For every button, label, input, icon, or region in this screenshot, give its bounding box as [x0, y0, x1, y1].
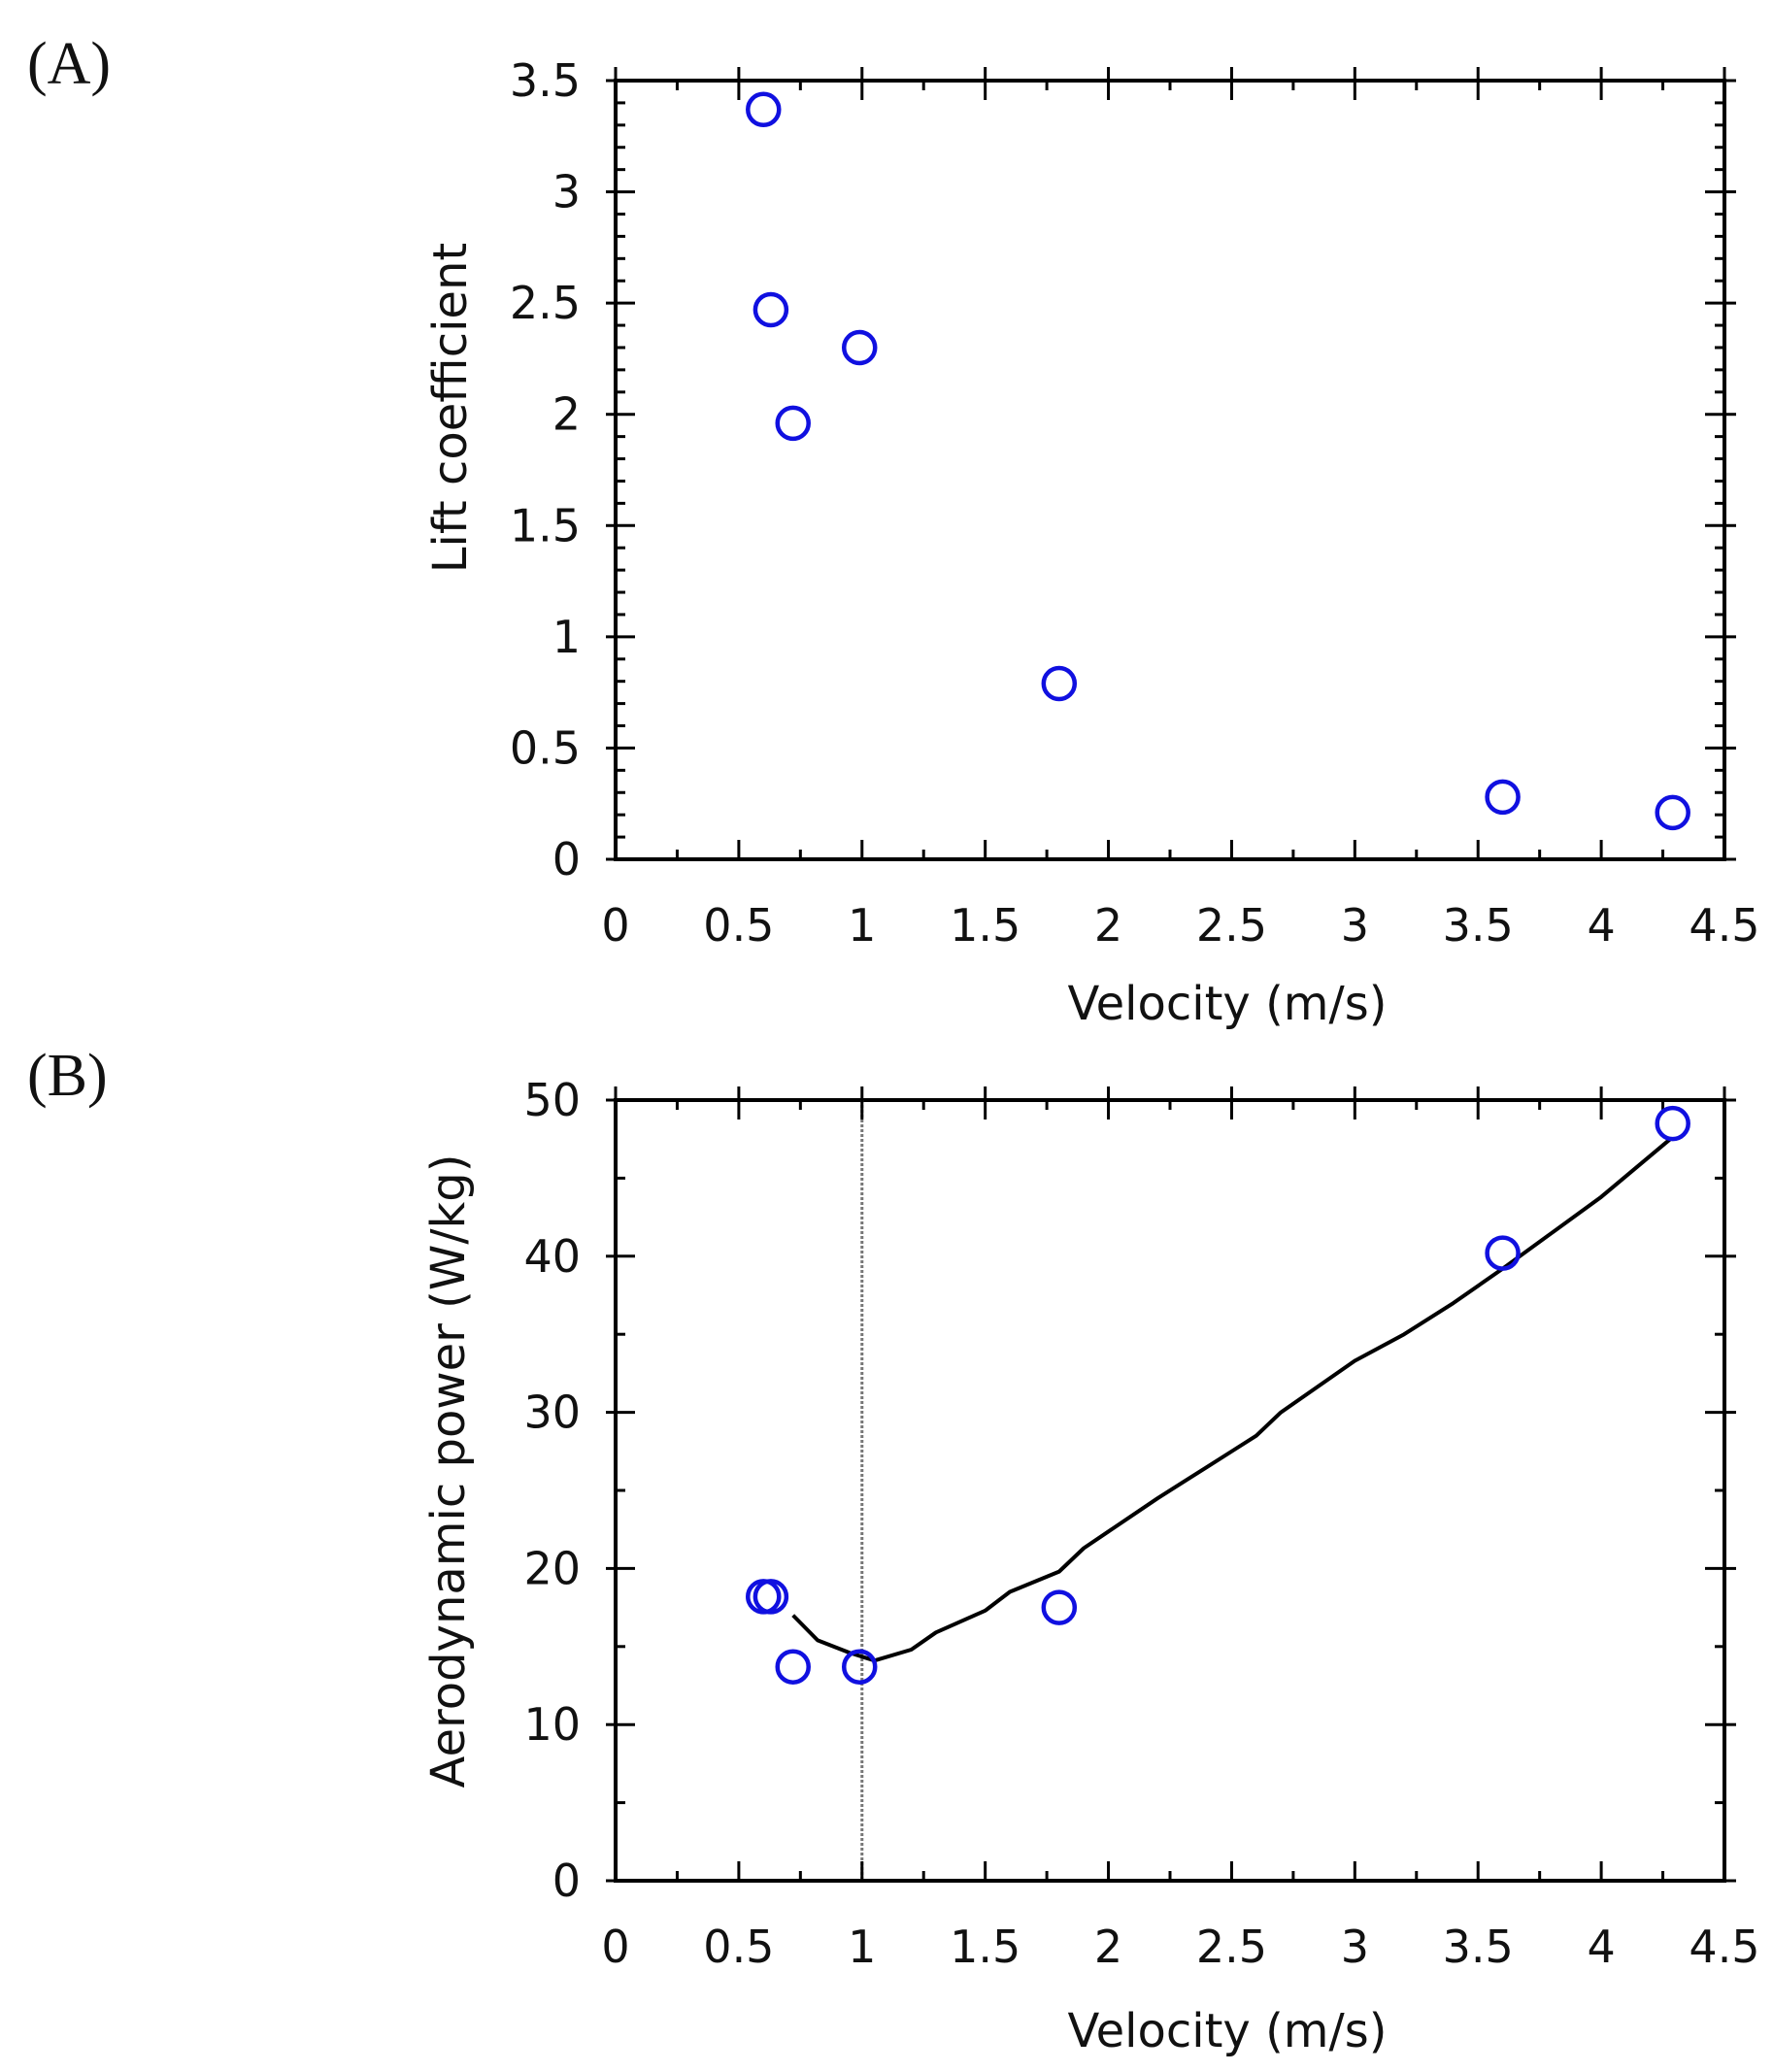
panel-b-x-axis-label: Velocity (m/s): [1068, 2004, 1388, 2058]
data-point-marker: [775, 1649, 811, 1685]
panel-a-x-axis-label: Velocity (m/s): [1068, 977, 1388, 1031]
panel-b-ticks: [606, 1086, 1736, 1883]
x-tick-label: 3.5: [1443, 1921, 1514, 1973]
x-tick-label: 2.5: [1196, 1921, 1267, 1973]
data-point-marker: [841, 329, 878, 366]
panel-a-lift-coefficient-chart: (A) 0 0.5 1 1.5 2 2.5 3 3.5 4 4.5 0 0.5 1 1.5 2 2.5 3 3.…: [27, 31, 1760, 1031]
y-tick-label: 20: [523, 1542, 581, 1594]
x-tick-label: 1.5: [950, 1921, 1020, 1973]
y-tick-label: 0.5: [510, 721, 581, 774]
data-point-marker: [753, 1579, 789, 1615]
x-tick-label: 4: [1587, 899, 1615, 952]
y-tick-label: 0: [552, 833, 581, 886]
data-point-marker: [1655, 1105, 1690, 1142]
y-tick-label: 3.5: [510, 54, 581, 107]
y-tick-label: 2.5: [510, 277, 581, 329]
x-tick-label: 2: [1094, 1921, 1122, 1973]
x-tick-label: 3: [1341, 899, 1369, 952]
y-tick-label: 40: [523, 1230, 581, 1283]
x-tick-label: 2.5: [1196, 899, 1267, 952]
x-tick-label: 0: [601, 1921, 629, 1973]
panel-b-y-axis-label: Aerodynamic power (W/kg): [421, 1154, 476, 1788]
panel-a-y-tick-labels: 0 0.5 1 1.5 2 2.5 3 3.5: [510, 54, 581, 886]
y-tick-label: 2: [552, 388, 581, 441]
data-point-marker: [1485, 1235, 1521, 1271]
panel-b-data-points: [746, 1105, 1690, 1685]
panel-a-data-points: [746, 91, 1690, 831]
panel-b-aerodynamic-power-chart: (B) 0 0.5 1 1.5 2 2.5 3 3.5 4 4.5 0 10 20 30 40 50 Vel…: [27, 1043, 1760, 2058]
x-tick-label: 3.5: [1443, 899, 1514, 952]
data-point-marker: [1041, 1589, 1078, 1625]
y-tick-label: 10: [523, 1698, 581, 1751]
x-tick-label: 4: [1587, 1921, 1615, 1973]
x-tick-label: 1.5: [950, 899, 1020, 952]
panel-b-label: (B): [27, 1043, 108, 1109]
data-point-marker: [753, 291, 789, 328]
x-tick-label: 0.5: [703, 899, 774, 952]
x-tick-label: 2: [1094, 899, 1122, 952]
x-tick-label: 4.5: [1689, 1921, 1759, 1973]
data-point-marker: [746, 1579, 782, 1615]
y-tick-label: 30: [523, 1387, 581, 1439]
data-point-marker: [1041, 665, 1078, 702]
panel-b-model-curve: [791, 1137, 1672, 1663]
data-point-marker: [841, 1649, 878, 1685]
panel-a-x-tick-labels: 0 0.5 1 1.5 2 2.5 3 3.5 4 4.5: [601, 899, 1759, 952]
panel-a-ticks: [606, 67, 1736, 861]
x-tick-label: 0.5: [703, 1921, 774, 1973]
x-tick-label: 3: [1341, 1921, 1369, 1973]
data-point-marker: [1655, 794, 1690, 831]
data-point-marker: [1485, 779, 1521, 816]
y-tick-label: 3: [552, 166, 581, 218]
data-point-marker: [775, 405, 811, 442]
x-tick-label: 4.5: [1689, 899, 1759, 952]
x-tick-label: 0: [601, 899, 629, 952]
panel-a-plot-frame: [614, 79, 1726, 861]
data-point-marker: [746, 91, 782, 128]
panel-b-y-tick-labels: 0 10 20 30 40 50: [523, 1074, 581, 1907]
y-tick-label: 1: [552, 611, 581, 663]
y-tick-label: 1.5: [510, 499, 581, 551]
y-tick-label: 0: [552, 1855, 581, 1907]
y-tick-label: 50: [523, 1074, 581, 1126]
panel-a-label: (A): [27, 31, 111, 97]
panel-a-y-axis-label: Lift coefficient: [423, 243, 478, 573]
x-tick-label: 1: [848, 1921, 876, 1973]
x-tick-label: 1: [848, 899, 876, 952]
panel-b-x-tick-labels: 0 0.5 1 1.5 2 2.5 3 3.5 4 4.5: [601, 1921, 1759, 1973]
